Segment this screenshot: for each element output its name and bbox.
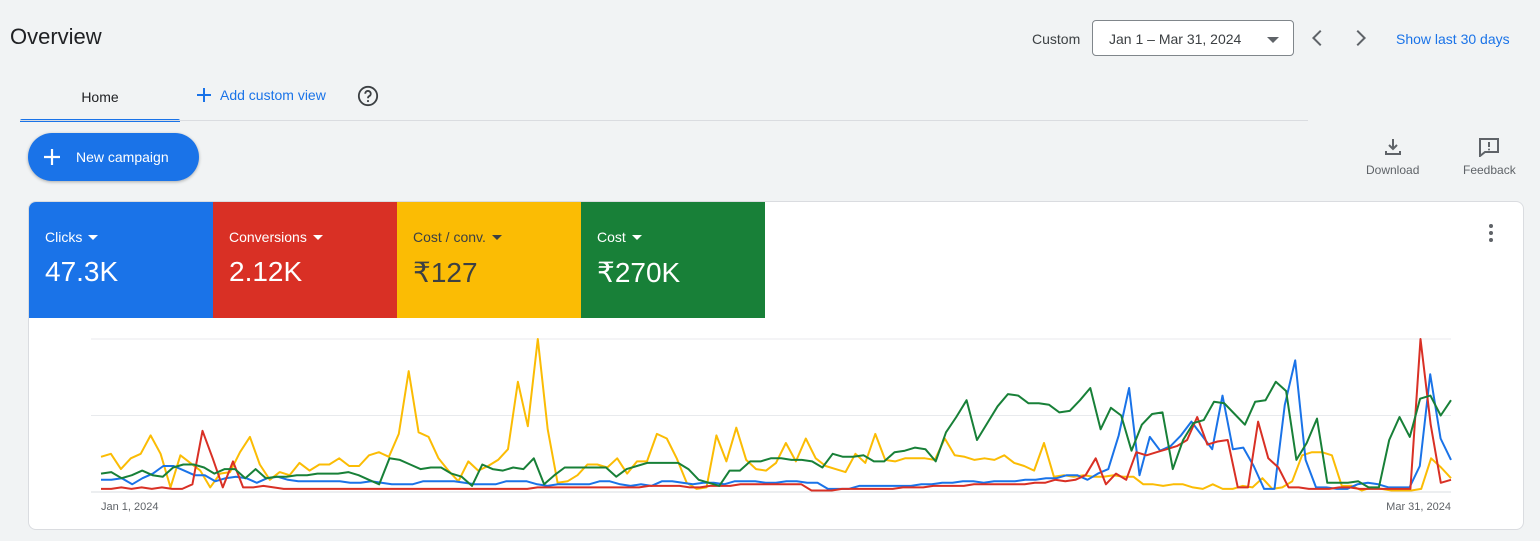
plus-icon xyxy=(44,149,60,165)
performance-card: Clicks 47.3K Conversions 2.12K Cost / co… xyxy=(28,201,1524,530)
show-last-30-days-link[interactable]: Show last 30 days xyxy=(1396,31,1510,47)
add-custom-view-label: Add custom view xyxy=(220,87,326,103)
chevron-left-icon[interactable] xyxy=(1307,27,1329,49)
help-icon[interactable] xyxy=(357,85,379,107)
date-range-type-label: Custom xyxy=(1032,31,1081,47)
new-campaign-button[interactable]: New campaign xyxy=(28,133,199,181)
feedback-label: Feedback xyxy=(1463,163,1516,177)
series-line-2 xyxy=(101,338,1452,492)
x-axis-end-label: Mar 31, 2024 xyxy=(1386,501,1451,513)
download-icon xyxy=(1384,139,1401,155)
metric-value: ₹127 xyxy=(413,257,478,288)
metric-value: 2.12K xyxy=(229,256,303,287)
metric-tile-conversions[interactable]: Conversions 2.12K xyxy=(213,202,397,318)
tab-bar-divider xyxy=(20,120,1308,121)
series-line-1 xyxy=(101,359,1452,490)
metric-label: Clicks xyxy=(45,229,83,245)
dropdown-caret-icon xyxy=(1267,37,1279,43)
feedback-button[interactable]: Feedback xyxy=(1463,137,1516,177)
dropdown-caret-icon xyxy=(312,234,323,240)
add-custom-view-button[interactable]: Add custom view xyxy=(196,87,326,103)
dropdown-caret-icon xyxy=(88,234,99,240)
metric-label: Conversions xyxy=(229,229,307,245)
dropdown-caret-icon xyxy=(631,234,642,240)
metric-label: Cost xyxy=(597,229,626,245)
metric-value: 47.3K xyxy=(45,256,119,287)
date-range-value: Jan 1 – Mar 31, 2024 xyxy=(1109,31,1242,47)
line-chart: Jan 1, 2024 Mar 31, 2024 xyxy=(91,338,1452,513)
tab-home[interactable]: Home xyxy=(20,78,180,122)
metric-tile-clicks[interactable]: Clicks 47.3K xyxy=(29,202,213,318)
chevron-right-icon[interactable] xyxy=(1349,27,1371,49)
dropdown-caret-icon xyxy=(491,234,502,240)
metric-label: Cost / conv. xyxy=(413,229,486,245)
metric-tile-cost[interactable]: Cost ₹270K xyxy=(581,202,765,318)
new-campaign-label: New campaign xyxy=(76,149,169,165)
plus-icon xyxy=(197,88,211,102)
download-label: Download xyxy=(1366,163,1420,177)
date-range-select[interactable]: Jan 1 – Mar 31, 2024 xyxy=(1092,20,1294,56)
page-title: Overview xyxy=(10,24,102,49)
x-axis-start-label: Jan 1, 2024 xyxy=(101,501,159,513)
more-vert-icon[interactable] xyxy=(1481,222,1501,244)
metric-value: ₹270K xyxy=(597,257,681,288)
series-line-0 xyxy=(100,338,1452,492)
metric-tile-cost-per-conv[interactable]: Cost / conv. ₹127 xyxy=(397,202,581,318)
feedback-icon xyxy=(1479,138,1500,157)
series-line-3 xyxy=(100,380,1452,489)
tab-home-label: Home xyxy=(81,89,119,105)
download-button[interactable]: Download xyxy=(1366,137,1419,177)
